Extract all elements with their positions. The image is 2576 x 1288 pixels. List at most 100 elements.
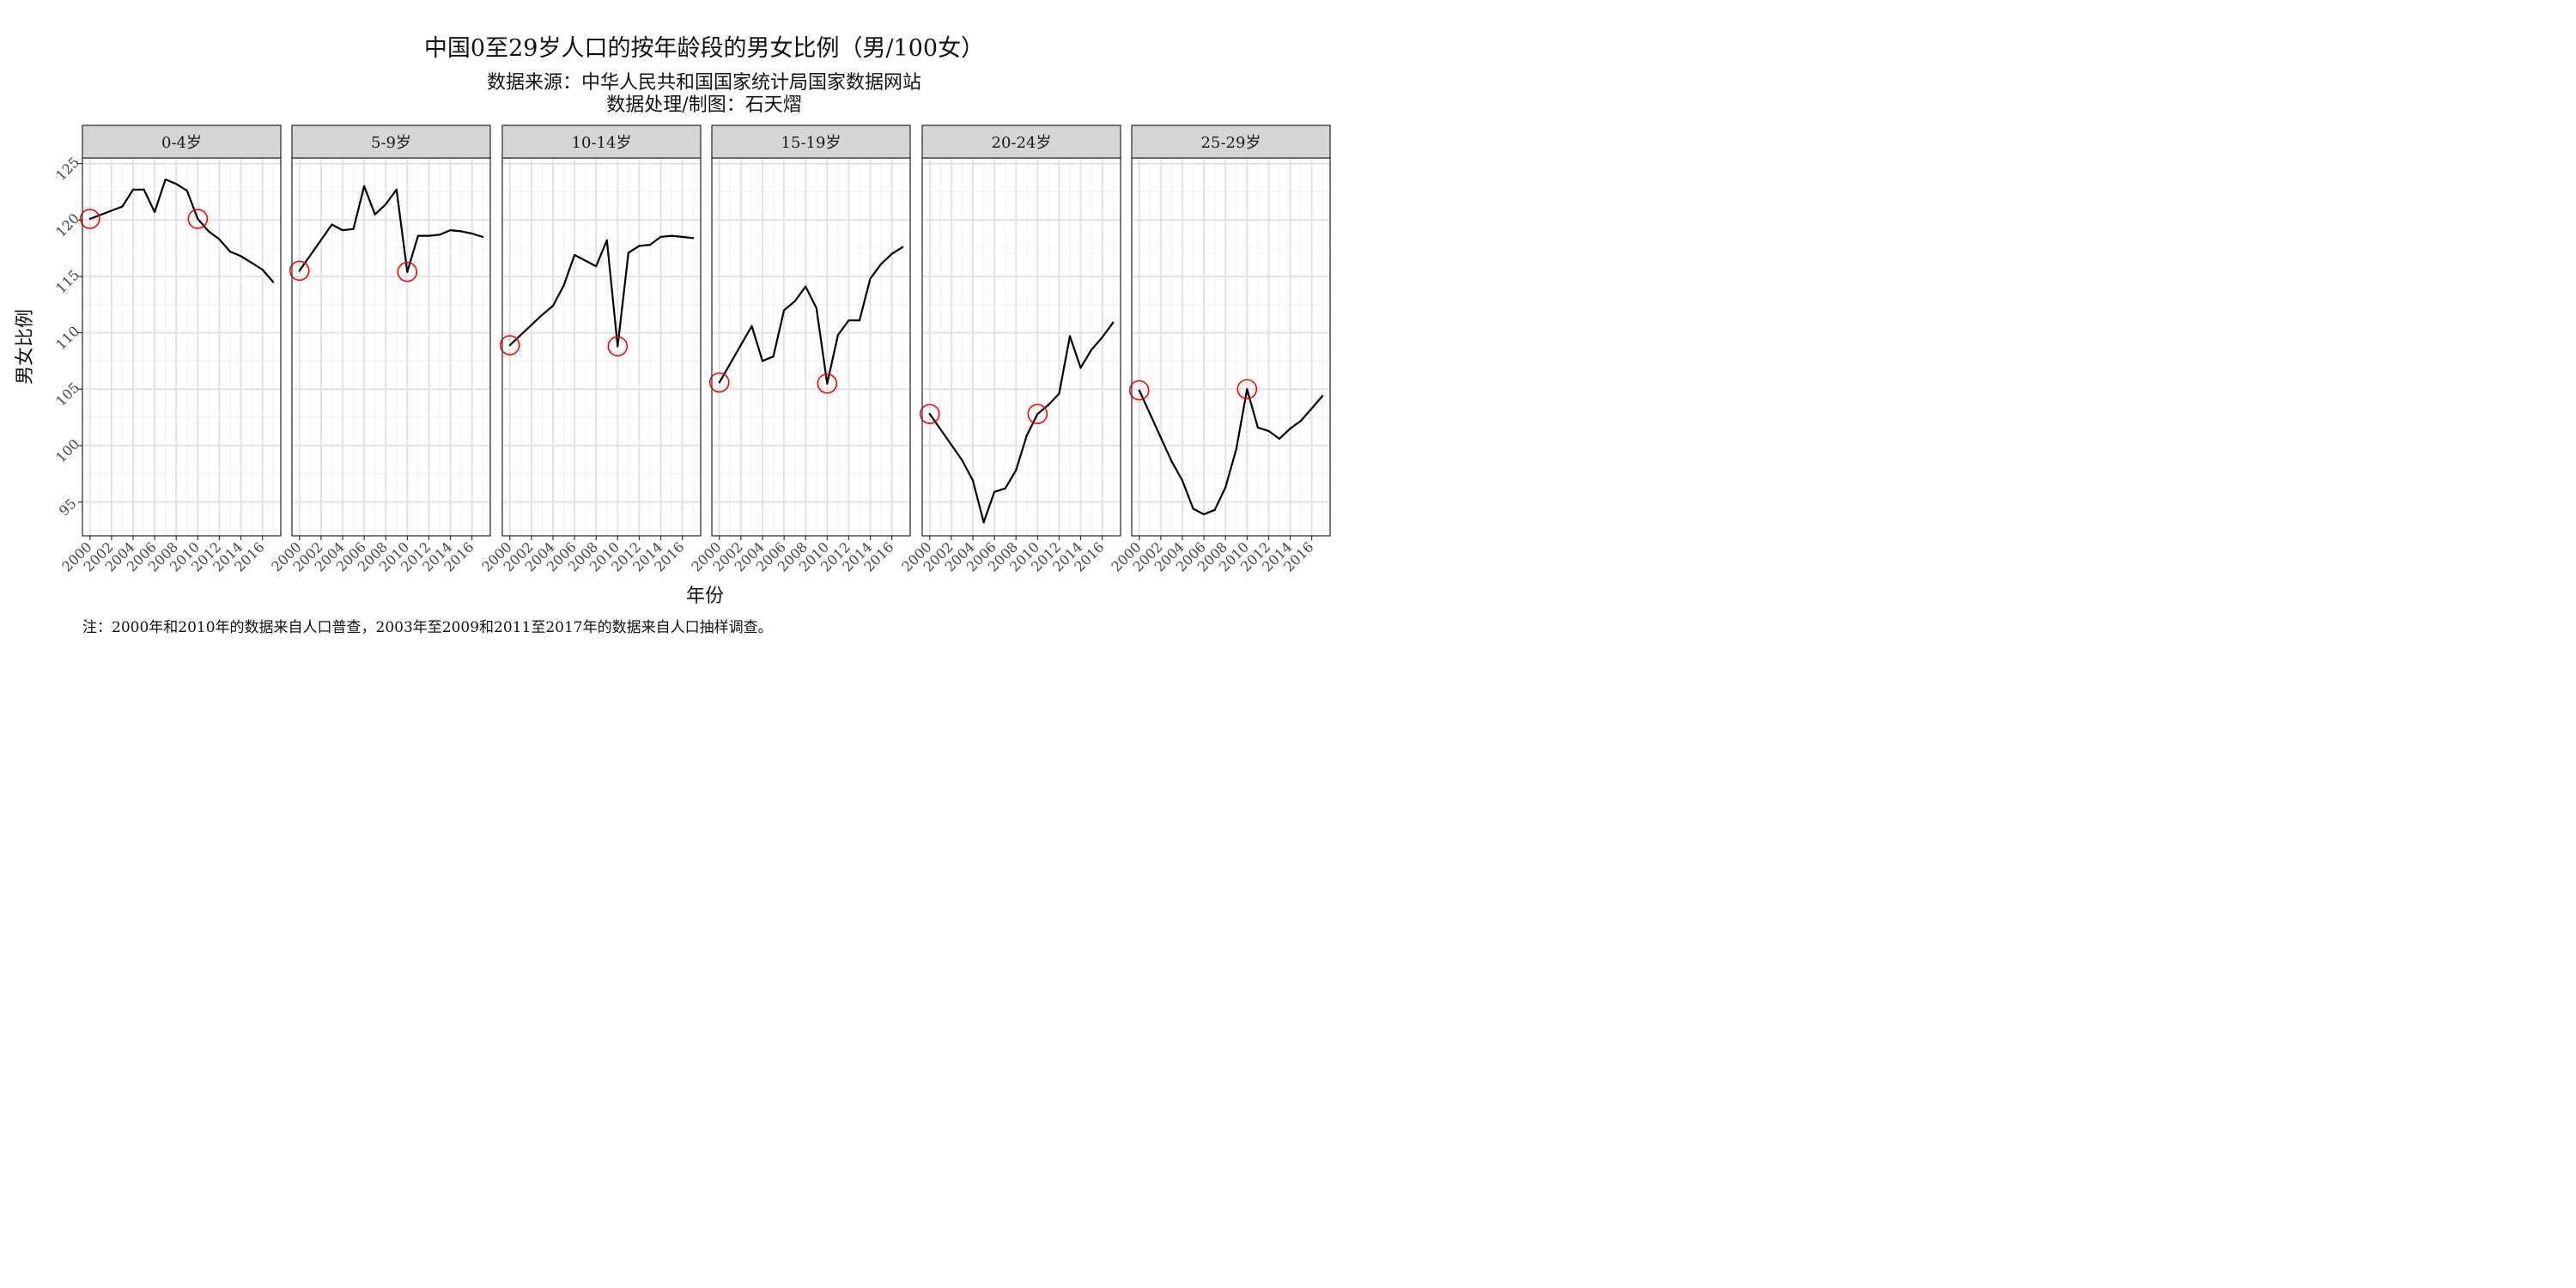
data-point: [1170, 460, 1173, 463]
y-tick-label: 100: [52, 435, 82, 465]
data-point: [352, 228, 355, 230]
facet-strip-label: 20-24岁: [992, 134, 1052, 152]
data-point: [385, 203, 387, 205]
data-point: [648, 244, 652, 246]
data-point: [1181, 479, 1184, 482]
series-line: [89, 178, 275, 283]
data-point: [928, 413, 931, 416]
data-point: [298, 270, 301, 272]
data-point: [1246, 388, 1249, 391]
data-point: [131, 188, 135, 191]
data-point: [1058, 392, 1060, 395]
panel-background: [502, 158, 701, 536]
data-point: [185, 189, 188, 192]
data-point: [718, 381, 720, 384]
data-point: [240, 255, 242, 258]
data-point: [761, 360, 764, 362]
x-axis-title: 年份: [686, 586, 724, 607]
data-point: [692, 237, 695, 240]
data-point: [428, 234, 430, 237]
data-point: [261, 268, 264, 271]
data-point: [1289, 428, 1291, 430]
data-point: [1025, 434, 1028, 437]
data-point: [574, 253, 576, 257]
data-point: [416, 234, 419, 237]
data-point: [218, 238, 221, 240]
facet-strip-label: 25-29岁: [1201, 134, 1261, 152]
data-point: [659, 235, 662, 239]
data-point: [1192, 507, 1194, 510]
series-line: [718, 246, 903, 385]
panel-25-29岁: 25-29岁2000200220042006200820102012201420…: [1108, 125, 1331, 575]
facet-strip-label: 0-4岁: [161, 134, 202, 152]
data-point: [584, 259, 586, 262]
data-point: [1091, 349, 1093, 351]
y-axis-title: 男女比例: [15, 309, 36, 385]
data-point: [1300, 419, 1303, 422]
data-point: [627, 252, 629, 254]
census-marker: [817, 373, 838, 394]
data-point: [272, 281, 275, 283]
data-point: [207, 230, 210, 233]
data-point: [681, 235, 683, 239]
y-tick-label: 120: [52, 210, 82, 240]
series-line: [298, 185, 483, 273]
data-point: [805, 285, 807, 288]
panel-background: [922, 158, 1121, 536]
facet-strip-label: 15-19岁: [781, 134, 841, 152]
panel-background: [82, 158, 281, 536]
panel-background: [712, 158, 910, 536]
chart-title: 中国0至29岁人口的按年龄段的男女比例（男/100女）: [423, 35, 985, 62]
data-point: [1278, 437, 1281, 440]
census-marker: [289, 260, 310, 282]
data-point: [1079, 367, 1082, 369]
panel-10-14岁: 10-14岁2000200220042006200820102012201420…: [478, 125, 702, 575]
data-point: [638, 245, 641, 247]
data-point: [595, 264, 598, 268]
data-point: [1101, 336, 1103, 338]
data-point: [848, 319, 850, 322]
data-point: [605, 239, 608, 241]
census-marker: [1236, 379, 1258, 400]
y-tick-label: 110: [52, 323, 82, 353]
data-point: [88, 217, 91, 221]
data-point: [1112, 321, 1115, 324]
panel-20-24岁: 20-24岁2000200220042006200820102012201420…: [898, 125, 1121, 575]
facet-strip: [291, 125, 491, 159]
facet-strip: [501, 125, 702, 159]
data-point: [143, 188, 145, 191]
data-point: [395, 188, 398, 191]
y-tick-label: 125: [52, 154, 82, 184]
data-point: [783, 309, 786, 312]
facet-strip-label: 10-14岁: [572, 134, 632, 152]
census-marker: [708, 372, 730, 393]
data-point: [164, 178, 167, 181]
data-point: [836, 334, 839, 337]
data-point: [508, 343, 511, 347]
data-point: [1068, 335, 1072, 337]
data-point: [406, 270, 409, 273]
series-line: [509, 234, 694, 348]
census-marker: [607, 336, 629, 357]
facet-strip: [711, 125, 911, 159]
data-point: [1256, 426, 1259, 429]
data-point: [121, 205, 124, 208]
data-point: [750, 325, 753, 327]
data-point: [671, 234, 673, 237]
data-point: [541, 313, 544, 316]
data-point: [982, 521, 985, 524]
faceted-line-chart: 0-4岁200020022004200620082010201220142016…: [15, 125, 1331, 607]
data-point: [363, 185, 366, 187]
census-marker: [397, 261, 418, 283]
data-point: [197, 217, 199, 221]
y-tick-label: 105: [52, 380, 82, 410]
facet-strip-label: 5-9岁: [371, 134, 411, 152]
y-tick-label: 115: [52, 266, 82, 296]
census-marker: [1128, 380, 1150, 401]
data-point: [1047, 404, 1049, 406]
data-point: [1004, 487, 1006, 489]
panel-background: [1132, 158, 1330, 536]
data-point: [175, 183, 178, 185]
data-point: [374, 213, 376, 216]
